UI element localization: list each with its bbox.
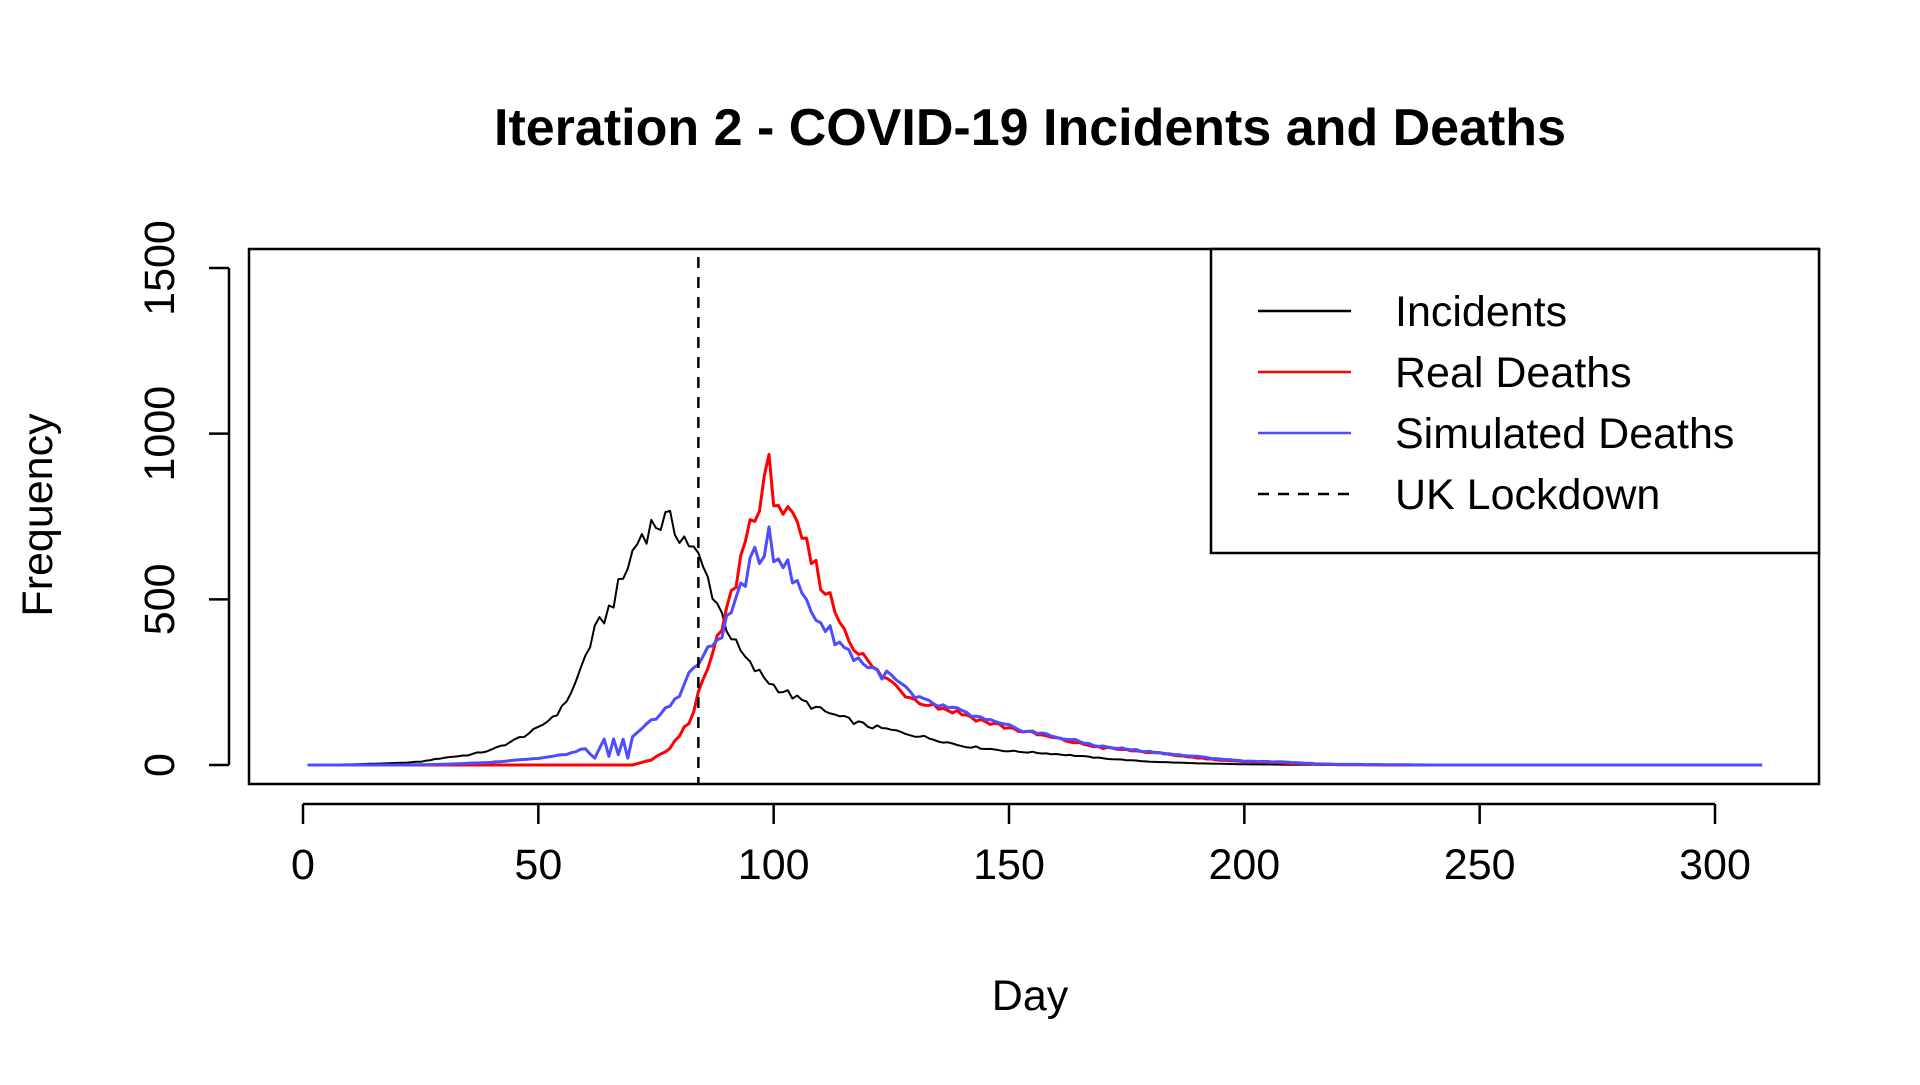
y-tick-label: 1500 <box>136 220 184 316</box>
x-tick-label: 250 <box>1444 841 1516 889</box>
x-tick-label: 300 <box>1679 841 1751 889</box>
legend-label: UK Lockdown <box>1395 471 1660 519</box>
legend-label: Incidents <box>1395 288 1567 336</box>
y-tick-label: 0 <box>136 753 184 777</box>
x-axis: 0 50 100 150 200 250 300 <box>291 802 1751 889</box>
legend-label: Simulated Deaths <box>1395 410 1734 458</box>
legend: Incidents Real Deaths Simulated Deaths UK L… <box>1209 247 1821 555</box>
x-tick-label: 150 <box>973 841 1045 889</box>
x-tick-label: 50 <box>514 841 562 889</box>
legend-label: Real Deaths <box>1395 349 1632 397</box>
x-tick-label: 0 <box>291 841 315 889</box>
x-tick-label: 200 <box>1208 841 1280 889</box>
series-layer <box>307 257 1763 784</box>
chart-title: Iteration 2 - COVID-19 Incidents and Dea… <box>494 99 1566 157</box>
x-tick-label: 100 <box>738 841 810 889</box>
y-tick-label: 1000 <box>136 386 184 482</box>
y-axis-label: Frequency <box>14 413 62 617</box>
y-tick-label: 500 <box>136 563 184 635</box>
legend-box <box>1209 247 1821 555</box>
x-axis-label: Day <box>992 972 1069 1020</box>
series-line-simulated-deaths <box>307 525 1763 767</box>
y-axis: 0 500 1000 1500 <box>136 220 231 777</box>
